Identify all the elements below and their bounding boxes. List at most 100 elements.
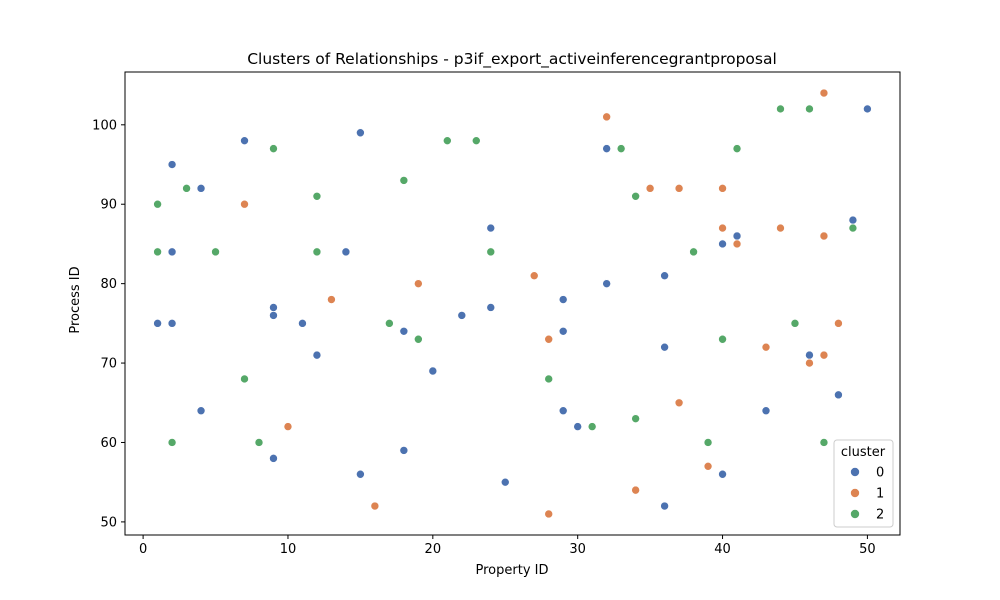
data-point	[631, 414, 640, 423]
data-point	[529, 271, 539, 281]
data-point	[428, 366, 438, 376]
data-point	[167, 319, 177, 328]
data-point	[283, 422, 293, 431]
data-point	[674, 398, 684, 408]
data-point	[312, 350, 322, 360]
data-point	[660, 501, 669, 511]
data-point	[848, 215, 858, 225]
x-tick-label: 20	[425, 542, 442, 557]
data-point	[776, 223, 785, 233]
data-point	[660, 342, 669, 352]
data-point	[167, 247, 177, 257]
x-tick-label: 30	[569, 542, 586, 557]
data-point	[471, 136, 481, 145]
data-point	[689, 247, 698, 257]
data-point	[153, 199, 162, 209]
data-point	[805, 358, 814, 368]
data-point	[834, 390, 843, 400]
data-point	[312, 191, 322, 201]
data-point	[805, 104, 814, 114]
y-tick-label: 70	[100, 357, 117, 372]
legend-marker	[850, 509, 860, 519]
data-point	[254, 438, 264, 447]
data-point	[674, 184, 684, 193]
data-point	[660, 271, 669, 281]
data-point	[356, 128, 365, 138]
legend: cluster 0 1 2	[833, 439, 894, 528]
data-point	[790, 319, 800, 328]
data-point	[848, 223, 858, 233]
data-point	[240, 374, 249, 384]
data-point	[587, 422, 597, 431]
legend-marker	[850, 488, 860, 498]
data-point	[182, 184, 191, 193]
points-layer	[153, 88, 872, 519]
data-point	[544, 509, 554, 519]
data-point	[211, 247, 220, 257]
data-point	[558, 295, 568, 304]
data-point	[761, 342, 771, 352]
data-point	[863, 104, 872, 114]
data-point	[399, 176, 409, 185]
data-point	[269, 311, 278, 320]
data-point	[153, 319, 162, 328]
data-point	[703, 438, 713, 447]
data-point	[443, 136, 452, 145]
data-point	[457, 311, 467, 320]
data-point	[399, 446, 409, 455]
data-point	[167, 438, 177, 447]
data-point	[819, 350, 829, 360]
data-point	[631, 191, 640, 201]
y-tick-label: 100	[92, 118, 117, 133]
data-point	[544, 334, 554, 344]
data-point	[602, 112, 611, 122]
data-point	[414, 334, 423, 344]
legend-title: cluster	[841, 445, 886, 460]
data-point	[486, 247, 496, 257]
chart-title: Clusters of Relationships - p3if_export_…	[247, 50, 777, 69]
data-point	[240, 199, 249, 209]
plot-frame	[124, 71, 901, 536]
data-point	[776, 104, 785, 114]
y-tick-label: 80	[100, 277, 117, 292]
data-point	[312, 247, 322, 257]
data-point	[732, 144, 742, 153]
data-point	[645, 184, 655, 193]
data-point	[269, 454, 278, 463]
legend-label: 0	[876, 466, 884, 481]
plot-area	[124, 71, 901, 536]
data-point	[240, 136, 249, 145]
y-tick-label: 90	[100, 198, 117, 213]
data-point	[414, 279, 423, 288]
data-point	[616, 144, 626, 153]
data-point	[298, 319, 307, 328]
data-point	[356, 469, 365, 479]
data-point	[486, 223, 496, 233]
data-point	[399, 326, 409, 336]
legend-label: 2	[876, 508, 884, 523]
data-point	[819, 88, 829, 98]
data-point	[602, 144, 611, 153]
data-point	[558, 406, 568, 416]
data-point	[327, 295, 336, 304]
data-point	[370, 501, 380, 511]
data-point	[385, 319, 394, 328]
legend-items: 0 1 2	[850, 466, 884, 523]
data-point	[196, 406, 206, 416]
data-point	[341, 247, 351, 257]
x-tick-label: 10	[280, 542, 297, 557]
data-point	[761, 406, 771, 416]
data-point	[819, 438, 829, 447]
data-point	[196, 184, 206, 193]
data-point	[703, 462, 713, 471]
data-point	[718, 223, 727, 233]
y-axis: 50 60 70 80 90 100	[92, 118, 125, 530]
x-tick-label: 50	[859, 542, 876, 557]
data-point	[486, 303, 496, 312]
series-cluster-2	[153, 104, 858, 447]
data-point	[269, 144, 278, 153]
data-point	[544, 374, 554, 384]
data-point	[153, 247, 162, 257]
legend-box	[833, 439, 894, 528]
